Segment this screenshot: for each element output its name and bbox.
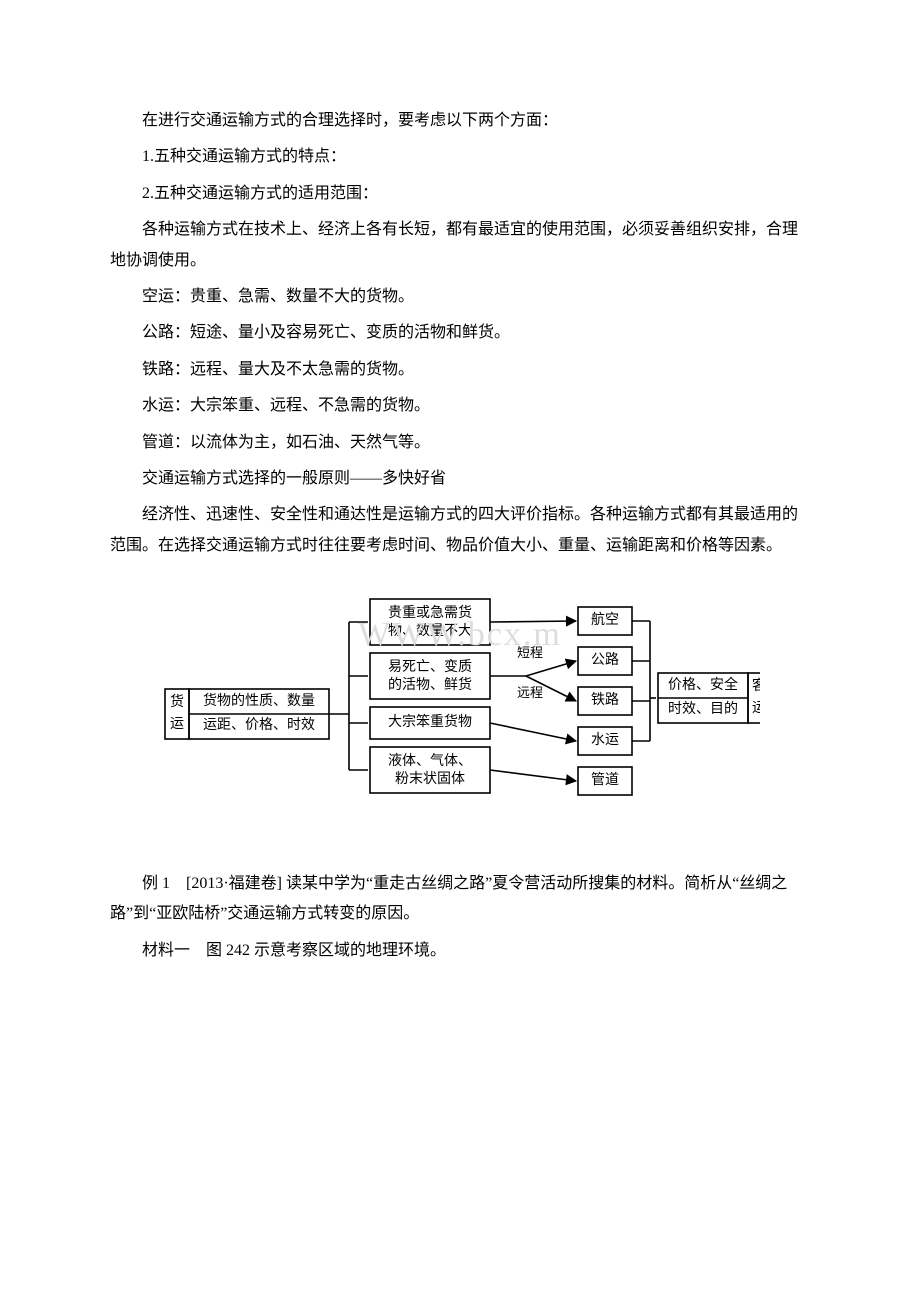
paragraph: 2.五种交通运输方式的适用范围： [110,179,810,209]
svg-text:运: 运 [170,716,184,732]
paragraph: 经济性、迅速性、安全性和通达性是运输方式的四大评价指标。各种运输方式都有其最适用… [110,500,810,561]
paragraph: 水运：大宗笨重、远程、不急需的货物。 [110,391,810,421]
paragraph: 公路：短途、量小及容易死亡、变质的活物和鲜货。 [110,318,810,348]
document-page: 在进行交通运输方式的合理选择时，要考虑以下两个方面： 1.五种交通运输方式的特点… [0,0,920,1032]
svg-text:的活物、鲜货: 的活物、鲜货 [388,676,472,693]
paragraph: 1.五种交通运输方式的特点： [110,142,810,172]
svg-text:客: 客 [752,677,760,694]
paragraph: 在进行交通运输方式的合理选择时，要考虑以下两个方面： [110,106,810,136]
svg-text:货物的性质、数量: 货物的性质、数量 [203,692,315,709]
svg-text:大宗笨重货物: 大宗笨重货物 [388,713,472,730]
svg-text:运距、价格、时效: 运距、价格、时效 [203,717,315,733]
svg-text:管道: 管道 [591,772,619,788]
svg-text:粉末状固体: 粉末状固体 [395,771,465,787]
svg-text:价格、安全: 价格、安全 [668,676,738,693]
paragraph: 铁路：远程、量大及不太急需的货物。 [110,355,810,385]
paragraph: 交通运输方式选择的一般原则——多快好省 [110,464,810,494]
svg-text:航空: 航空 [591,612,619,628]
svg-text:时效、目的: 时效、目的 [668,701,738,717]
svg-text:远程: 远程 [517,685,543,700]
svg-text:公路: 公路 [591,652,619,668]
svg-text:运: 运 [752,700,760,716]
svg-text:贵重或急需货: 贵重或急需货 [388,604,472,621]
paragraph: 材料一 图 242 示意考察区域的地理环境。 [110,936,810,966]
svg-text:铁路: 铁路 [591,692,619,708]
svg-text:短程: 短程 [517,645,543,660]
paragraph: 空运：贵重、急需、数量不大的货物。 [110,282,810,312]
svg-text:液体、气体、: 液体、气体、 [388,753,472,769]
svg-text:物、数量不大: 物、数量不大 [388,623,472,639]
flowchart-diagram: WWW.bcx.m 货运货物的性质、数量运距、价格、时效贵重或急需货物、数量不大… [110,589,810,849]
svg-text:货: 货 [170,693,184,710]
paragraph: 管道：以流体为主，如石油、天然气等。 [110,428,810,458]
svg-text:易死亡、变质: 易死亡、变质 [388,659,472,675]
paragraph: 各种运输方式在技术上、经济上各有长短，都有最适宜的使用范围，必须妥善组织安排，合… [110,215,810,276]
svg-text:水运: 水运 [591,732,619,748]
paragraph: 例 1 [2013·福建卷] 读某中学为“重走古丝绸之路”夏令营活动所搜集的材料… [110,869,810,930]
flowchart-svg: 货运货物的性质、数量运距、价格、时效贵重或急需货物、数量不大易死亡、变质的活物、… [160,589,760,849]
